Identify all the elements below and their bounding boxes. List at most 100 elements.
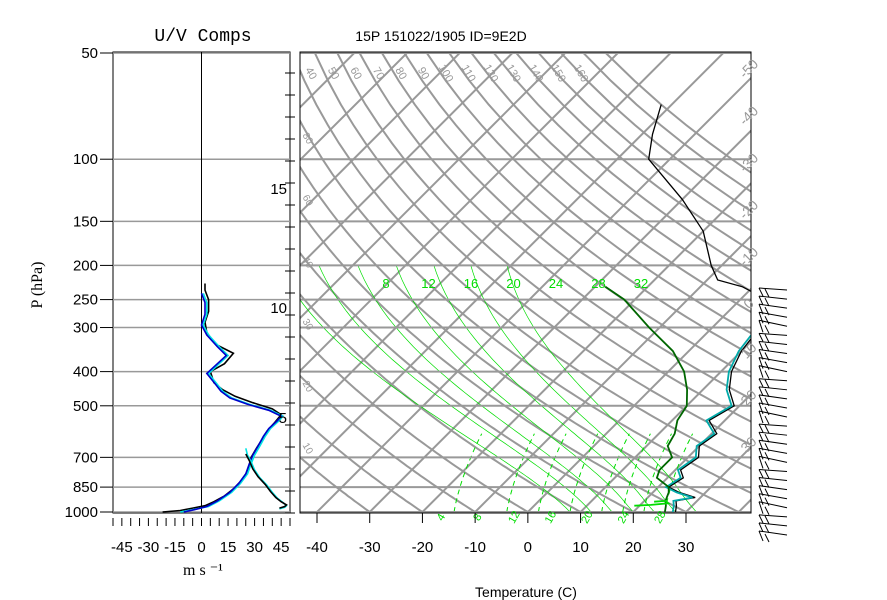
wind-barb [758,522,788,534]
uv-panel: -45 -30 -15 0 15 30 45 U/V Comps m s ⁻¹ [111,27,291,579]
temperature-tick-label: 10 [572,539,589,556]
mixing-ratio-label: 16 [543,509,560,526]
skewt-mixing-ratio-line [453,433,483,513]
wind-barb [758,319,788,334]
skewt-moist-adiabat [395,265,634,513]
skewt-mixing-ratio-line [537,433,567,513]
uv-x-axis-label: m s ⁻¹ [183,562,223,579]
skewt-isotherm [578,340,751,513]
skewt-isotherm [300,52,726,478]
skewt-mixing-ratio-line [622,433,651,513]
skewt-dry-adiabat [300,251,638,513]
pressure-tick-label: 500 [73,398,98,415]
temperature-tick-label: 30 [678,539,695,556]
moist-adiabat-label: 32 [634,276,648,291]
skewt-isotherm [300,52,673,425]
wind-barb [758,410,788,425]
theta-label: 50 [325,65,342,82]
skewt-moist-adiabat [470,265,676,513]
skewt-dry-adiabat [300,165,744,513]
mixing-ratio-label: 20 [579,509,596,526]
skewt-isotherm [472,234,751,513]
isotherm-label: -30 [736,150,762,176]
moist-adiabat-label: 12 [421,276,435,291]
skewt-isotherm [367,129,751,513]
uv-panel-title: U/V Comps [154,27,251,47]
wind-barb [758,514,788,525]
skewt-km-axis: 5 10 15 [270,72,295,514]
skewt-dry-adiabat [402,52,751,356]
wind-barb [758,501,788,516]
skewt-dry-adiabat [300,415,426,513]
uv-x-tick-label: 45 [273,539,290,556]
skewt-mixing-ratio-line [643,433,672,513]
pressure-tick-label: 50 [81,45,98,62]
skewt-isotherm [420,182,751,513]
skewt-dry-adiabat [447,52,751,314]
theta-label: 100 [436,63,456,85]
wind-barb [758,485,788,497]
wind-barb [758,340,788,352]
moist-adiabat-label: 28 [591,276,605,291]
uv-series-line [245,453,288,509]
uv-x-tick-label: 30 [246,539,263,556]
skewt-dry-adiabat [558,52,751,213]
skewt-isotherm [300,52,568,320]
theta-label: 140 [526,63,546,85]
skewt-dry-adiabat [358,52,751,400]
pressure-tick-label: 400 [73,364,98,381]
moist-adiabat-label: 16 [464,276,478,291]
isotherm-label: 30 [737,433,759,455]
moist-adiabat-label: 24 [549,276,563,291]
skewt-dry-adiabat [300,209,691,513]
wind-barb [758,365,788,379]
skewt-dry-adiabat [491,52,751,272]
skewt-isotherm [300,52,621,373]
skewt-moist-adiabat [300,299,571,513]
wind-barbs [758,287,788,543]
pressure-tick-label: 700 [73,449,98,466]
skewt-dry-adiabat [581,52,751,193]
pressure-tick-label: 200 [73,257,98,274]
skewt-dry-adiabat [425,52,751,335]
skewt-isotherm [300,52,410,162]
temperature-tick-label: -20 [412,539,434,556]
skewt-dry-adiabat [300,455,373,513]
skewt-dry-adiabat [300,374,479,513]
skewt-x-ticks: -40 -30 -20 -10 0 10 20 30 [306,513,694,556]
uv-x-ticks: -45 -30 -15 0 15 30 45 [111,518,291,556]
skewt-profile-line [634,499,671,507]
mixing-ratio-label: 4 [435,512,448,523]
skewt-isotherm [300,52,357,109]
skewt-title: 15P 151022/1905 ID=9E2D [355,28,526,44]
mixing-ratio-label: 12 [506,509,523,526]
mixing-ratio-label: 8 [471,512,484,523]
km-tick-label: 5 [279,410,287,427]
wind-barb [758,295,788,307]
skewt-dry-adiabat [300,67,751,470]
wind-barb [758,468,788,479]
mixing-ratio-label: 24 [616,509,633,526]
pressure-tick-label: 150 [73,213,98,230]
theta-label: 10 [300,441,315,457]
skewt-dry-adiabat [335,52,751,423]
theta-label: 40 [300,255,315,271]
skewt-pressure-lines [300,52,751,513]
skewt-profile-line [604,286,689,513]
temperature-axis-label: Temperature (C) [475,584,577,600]
uv-x-tick-label: -45 [111,539,133,556]
uv-series [162,283,288,513]
pressure-tick-label: 850 [73,479,98,496]
wind-barb [758,439,788,452]
skewt-moist-adiabat [433,265,655,513]
skewt-dry-adiabat [603,52,751,174]
skewt-moist-adiabat [357,265,613,513]
wind-barb [758,394,788,407]
uv-x-tick-label: -15 [164,539,186,556]
theta-label: 80 [300,131,315,147]
skewt-mixing-ratio-line [569,433,599,513]
skewt-isotherm [630,392,751,513]
pressure-tick-label: 300 [73,320,98,337]
skewt-dry-adiabat [469,52,751,293]
